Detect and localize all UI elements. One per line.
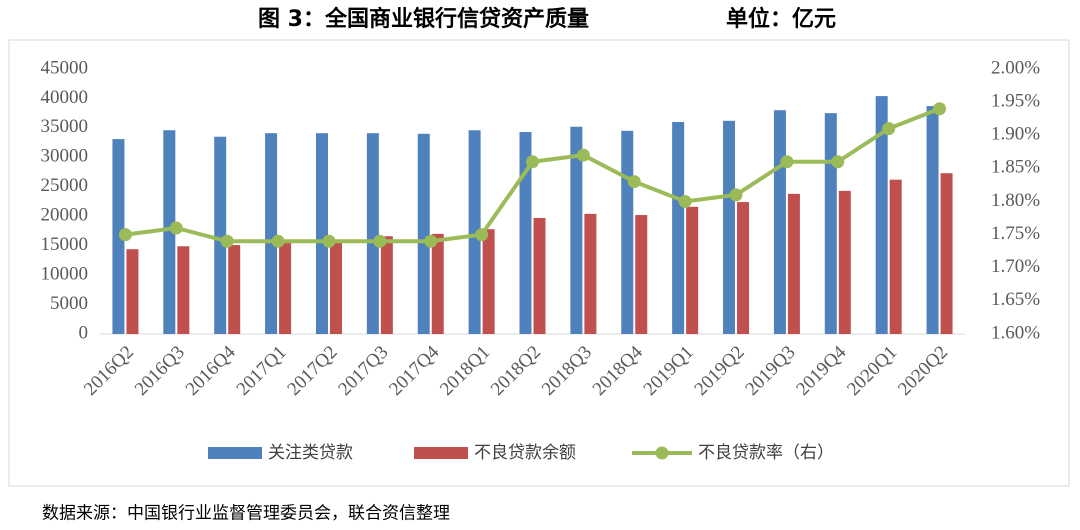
y-tick-label: 20000 <box>41 205 89 226</box>
y2-tick-label: 1.70% <box>991 256 1040 277</box>
x-tick-label: 2019Q4 <box>792 341 850 399</box>
y-tick-label: 40000 <box>41 87 89 108</box>
bar <box>773 110 786 334</box>
bar <box>875 96 888 334</box>
line-point <box>220 234 234 248</box>
line-point <box>627 175 641 189</box>
x-tick-label: 2017Q3 <box>334 342 392 400</box>
line-point <box>729 188 743 202</box>
legend-label: 不良贷款余额 <box>474 443 576 463</box>
x-tick-label: 2019Q2 <box>690 342 748 400</box>
bar <box>787 193 800 334</box>
x-tick-label: 2020Q1 <box>843 342 901 400</box>
legend-label: 关注类贷款 <box>268 443 353 463</box>
y2-tick-label: 1.75% <box>991 223 1040 244</box>
bar <box>126 249 139 334</box>
x-tick-label: 2016Q4 <box>182 341 240 399</box>
x-tick-label: 2019Q3 <box>741 342 799 400</box>
x-tick-label: 2018Q2 <box>487 342 545 400</box>
bar <box>621 130 634 334</box>
bar <box>366 133 379 334</box>
line-point <box>882 122 896 136</box>
bar <box>265 133 278 334</box>
legend-swatch-marker <box>655 446 669 460</box>
chart-frame <box>8 39 1070 487</box>
source-note: 数据来源：中国银行业监督管理委员会，联合资信整理 <box>42 504 450 524</box>
bar <box>380 236 393 334</box>
bar <box>838 190 851 334</box>
x-tick-label: 2017Q4 <box>385 341 443 399</box>
x-tick-label: 2017Q1 <box>233 342 291 400</box>
bar <box>686 206 699 334</box>
bar <box>431 233 444 334</box>
bar <box>112 139 125 334</box>
bar <box>468 130 481 334</box>
bar <box>519 132 532 334</box>
bar <box>329 240 342 334</box>
bar <box>533 217 546 334</box>
bar <box>723 120 736 334</box>
bar <box>228 245 241 334</box>
line-point <box>322 234 336 248</box>
line <box>125 106 941 244</box>
y2-tick-label: 1.95% <box>991 90 1040 111</box>
bar <box>482 229 495 334</box>
x-tick-label: 2020Q2 <box>894 342 952 400</box>
bar <box>926 106 939 334</box>
bar <box>940 173 953 334</box>
x-tick-label: 2018Q3 <box>538 342 596 400</box>
bar <box>177 246 190 334</box>
line-point <box>271 234 285 248</box>
line-point <box>526 155 539 169</box>
line-point <box>373 234 387 248</box>
x-tick-label: 2019Q1 <box>640 342 698 400</box>
legend-swatch <box>208 447 262 459</box>
line-point <box>831 155 845 169</box>
bar <box>737 202 750 334</box>
x-tick-label: 2018Q1 <box>436 342 494 400</box>
x-tick-label: 2017Q2 <box>283 342 341 400</box>
y2-tick-label: 2.00% <box>991 57 1040 78</box>
y2-tick-label: 1.60% <box>991 322 1040 343</box>
y-tick-label: 30000 <box>41 146 89 167</box>
bar <box>315 133 328 334</box>
line-point <box>424 234 438 248</box>
line-point <box>576 148 590 162</box>
legend-label: 不良贷款率（右） <box>698 443 834 463</box>
bar <box>570 126 583 334</box>
line-point <box>475 228 489 242</box>
line-point <box>933 102 947 116</box>
bar <box>672 122 685 334</box>
chart-subtitle: 单位：亿元 <box>726 6 836 32</box>
y2-tick-label: 1.85% <box>991 157 1040 178</box>
bar <box>163 130 176 334</box>
bar <box>584 213 597 334</box>
line-point <box>678 195 692 208</box>
bar <box>824 113 837 335</box>
y-tick-label: 45000 <box>41 57 89 78</box>
bar <box>889 179 902 334</box>
bar <box>214 136 227 334</box>
x-tick-label: 2016Q2 <box>80 342 138 400</box>
bar <box>417 133 430 334</box>
legend-swatch <box>414 447 468 459</box>
y2-tick-label: 1.65% <box>991 289 1040 310</box>
line-point <box>118 228 132 242</box>
y2-tick-label: 1.90% <box>991 124 1040 145</box>
x-tick-label: 2018Q4 <box>589 341 647 399</box>
bar <box>279 242 292 334</box>
line-point <box>169 221 183 235</box>
line-point <box>780 155 794 169</box>
y-tick-label: 25000 <box>41 175 89 196</box>
y-tick-label: 10000 <box>41 263 89 284</box>
y-tick-label: 35000 <box>41 116 89 137</box>
y-tick-label: 5000 <box>50 293 88 314</box>
y-tick-label: 0 <box>79 322 89 343</box>
y-tick-label: 15000 <box>41 234 89 255</box>
y2-tick-label: 1.80% <box>991 190 1040 211</box>
chart-title: 图 3：全国商业银行信贷资产质量 <box>258 6 589 32</box>
x-tick-label: 2016Q3 <box>131 342 189 400</box>
bar <box>635 215 648 334</box>
